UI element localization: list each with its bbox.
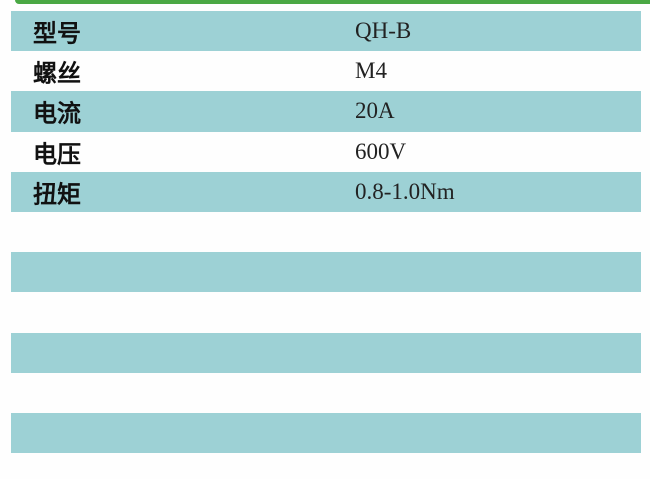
spec-row bbox=[11, 332, 641, 373]
spec-label: 扭矩 bbox=[33, 180, 81, 209]
spec-value: 20A bbox=[355, 98, 395, 124]
spec-value: 600V bbox=[355, 138, 407, 164]
spec-row bbox=[11, 212, 641, 252]
spec-label: 螺丝 bbox=[33, 59, 81, 88]
spec-row bbox=[11, 373, 641, 413]
green-header-bar bbox=[15, 0, 650, 4]
spec-row: 电压 600V bbox=[11, 132, 641, 172]
spec-row: 扭矩 0.8-1.0Nm bbox=[11, 171, 641, 212]
spec-label: 电流 bbox=[33, 99, 81, 128]
spec-label: 电压 bbox=[33, 140, 81, 169]
spec-row bbox=[11, 292, 641, 332]
spec-table: 型号 QH-B 螺丝 M4 电流 20A 电压 600V 扭矩 0.8-1.0Nm bbox=[11, 11, 641, 454]
spec-row: 电流 20A bbox=[11, 91, 641, 132]
spec-value: M4 bbox=[355, 58, 387, 84]
spec-row: 型号 QH-B bbox=[11, 11, 641, 52]
spec-row bbox=[11, 412, 641, 454]
spec-row: 螺丝 M4 bbox=[11, 51, 641, 91]
spec-value: QH-B bbox=[355, 18, 412, 44]
spec-row bbox=[11, 252, 641, 293]
spec-value: 0.8-1.0Nm bbox=[355, 178, 455, 204]
spec-label: 型号 bbox=[33, 19, 81, 48]
